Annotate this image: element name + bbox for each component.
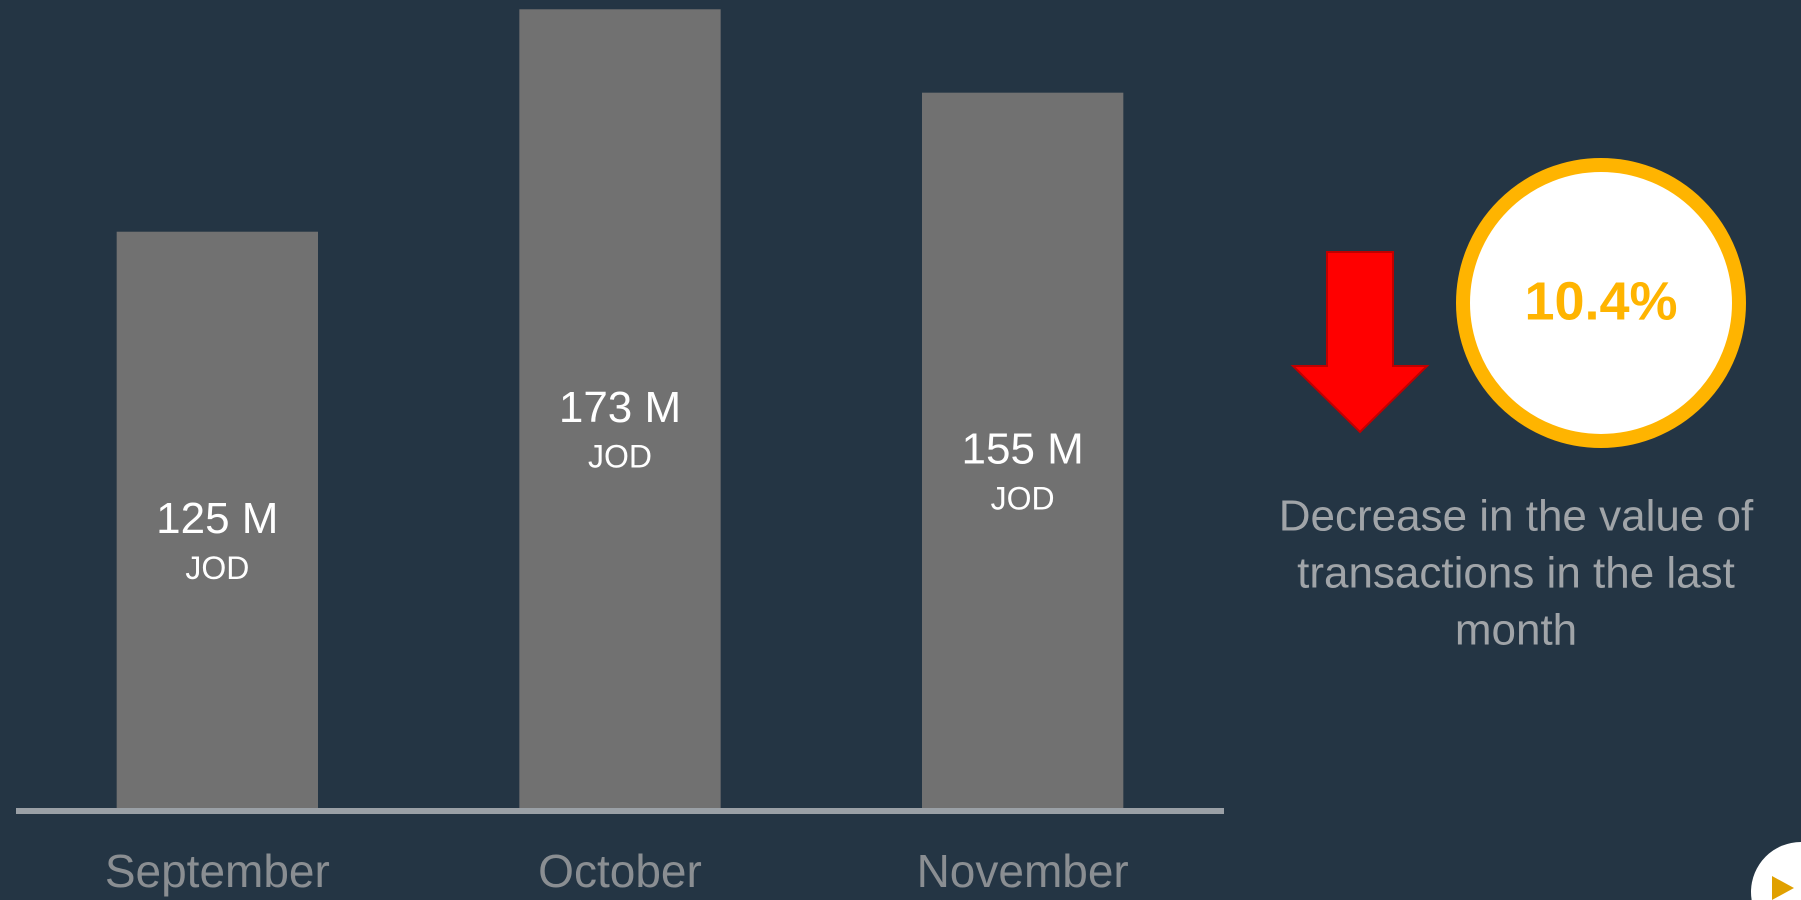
unit-label: JOD (991, 480, 1055, 516)
unit-label: JOD (588, 439, 652, 475)
bar (116, 231, 319, 811)
unit-label: JOD (185, 550, 249, 586)
annotation: Decrease in the value of (1279, 492, 1754, 541)
value-label: 155 M (962, 424, 1084, 473)
bar (922, 92, 1124, 811)
annotation: transactions in the last (1297, 549, 1735, 598)
annotation: month (1455, 606, 1577, 655)
highlight-label: 10.4% (1524, 271, 1677, 331)
x-tick-label: November (917, 845, 1129, 897)
value-label: 173 M (559, 383, 681, 432)
x-tick-label: September (105, 845, 330, 897)
logo-icon (1772, 876, 1794, 900)
value-label: 125 M (156, 494, 278, 543)
bar (519, 9, 721, 812)
highlight-circle (1456, 158, 1746, 448)
x-tick-label: October (538, 845, 702, 897)
down-arrow (1290, 251, 1430, 434)
